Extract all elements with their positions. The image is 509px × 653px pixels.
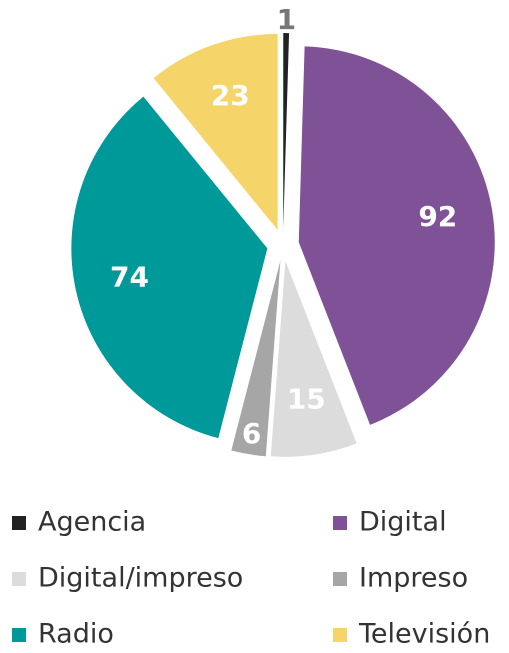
pie-slice	[153, 33, 278, 230]
data-label: 92	[418, 200, 457, 233]
legend-swatch	[333, 628, 347, 642]
pie-slice	[71, 96, 268, 439]
legend-swatch	[12, 628, 26, 642]
pie-slice	[298, 46, 495, 425]
data-label: 23	[211, 79, 250, 112]
legend-label: Radio	[38, 619, 114, 650]
legend-swatch	[333, 516, 347, 530]
legend-swatch	[12, 572, 26, 586]
pie-slice	[283, 33, 290, 230]
legend-swatch	[12, 516, 26, 530]
data-label: 74	[110, 261, 149, 294]
legend-label: Digital	[359, 507, 447, 538]
pie-slice	[270, 260, 357, 457]
legend-label: Digital/impreso	[38, 563, 243, 594]
legend-label: Televisión	[358, 619, 490, 650]
data-label: 6	[242, 417, 261, 450]
data-label: 15	[287, 382, 326, 415]
data-label: 1	[277, 3, 296, 36]
pie-slice	[231, 260, 281, 457]
legend-label: Agencia	[38, 507, 146, 538]
legend-swatch	[333, 572, 347, 586]
legend-label: Impreso	[359, 563, 468, 594]
